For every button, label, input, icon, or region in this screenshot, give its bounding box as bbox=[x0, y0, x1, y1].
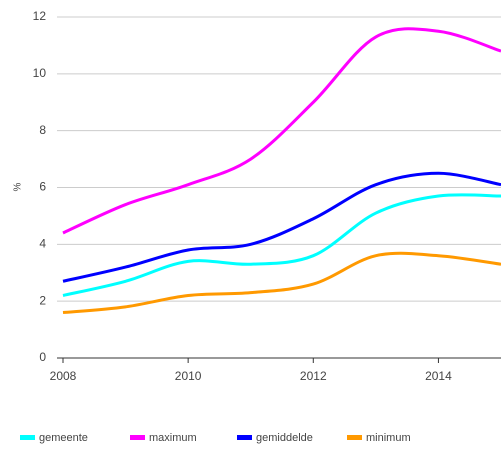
series-line bbox=[62, 193, 501, 297]
legend-label: gemeente bbox=[39, 432, 88, 444]
legend: gemeente maximum gemiddelde minimum bbox=[20, 432, 411, 444]
legend-swatch bbox=[347, 435, 362, 440]
series-line bbox=[62, 27, 501, 235]
y-tick-label: 0 bbox=[39, 350, 46, 364]
x-tick-label: 2012 bbox=[300, 369, 327, 383]
legend-label: minimum bbox=[366, 432, 411, 444]
series-line bbox=[62, 171, 501, 283]
y-tick-label: 6 bbox=[39, 180, 46, 194]
legend-swatch bbox=[20, 435, 35, 440]
legend-swatch bbox=[130, 435, 145, 440]
x-tick-label: 2010 bbox=[175, 369, 202, 383]
series-line bbox=[62, 251, 501, 315]
y-tick-label: 2 bbox=[39, 293, 46, 307]
y-tick-label: 12 bbox=[33, 9, 47, 23]
y-tick-label: 8 bbox=[39, 123, 46, 137]
y-tick-label: 10 bbox=[33, 66, 47, 80]
y-tick-label: 4 bbox=[39, 237, 46, 251]
legend-swatch bbox=[237, 435, 252, 440]
legend-label: gemiddelde bbox=[256, 432, 313, 444]
legend-label: maximum bbox=[149, 432, 197, 444]
x-tick-label: 2014 bbox=[425, 369, 452, 383]
x-tick-label: 2008 bbox=[50, 369, 77, 383]
y-axis-label: % bbox=[13, 182, 24, 191]
